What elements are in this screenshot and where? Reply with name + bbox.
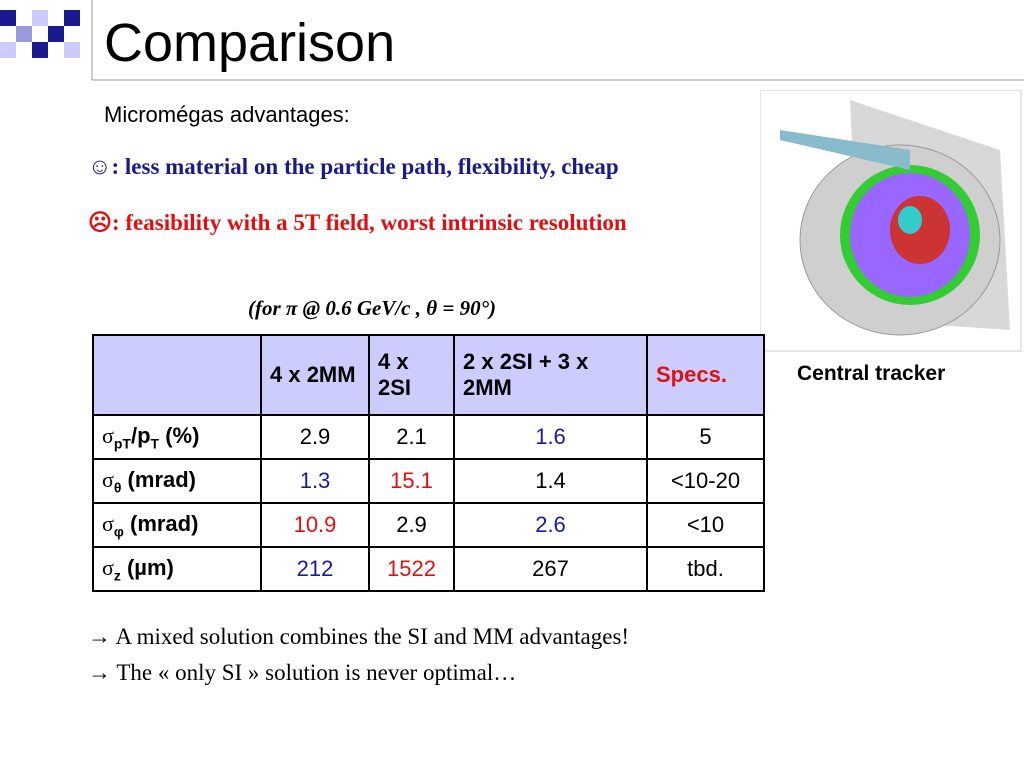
row-label: σpT/pT (%) [92,414,262,460]
table: 4 x 2MM 4 x 2SI 2 x 2SI + 3 x 2MM Specs. σp… [92,334,765,592]
label-part: σ [102,422,114,448]
label-subscript: pT [113,435,131,452]
bullet: ☺: less material on the particle path, f… [88,154,619,180]
table-cell: 1.3 [260,458,370,504]
table-row: σφ (mrad) 10.9 2.9 2.6 <10 [92,502,765,548]
table-row: σz (µm) 212 1522 267 tbd. [92,546,765,592]
image-caption: Central tracker [797,362,946,385]
header-cell: 4 x 2SI [368,334,455,416]
label-part: /p [130,422,151,448]
header-cell: 2 x 2SI + 3 x 2MM [453,334,648,416]
label-part: (mrad) [121,466,196,492]
row-label: σθ (mrad) [92,458,262,504]
label-part: (mrad) [123,510,199,536]
conclusion: → A mixed solution combines the SI and M… [88,624,630,649]
table-cell: 1.6 [453,414,648,460]
table-cell: 1522 [368,546,455,592]
header-cell: Specs. [646,334,765,416]
table-cell: 1.4 [453,458,648,504]
header-cell: 4 x 2MM [260,334,370,416]
table-cell: 2.1 [368,414,455,460]
table-cell: <10 [646,502,765,548]
label-part: σ [102,510,114,536]
bullet-text: : feasibility with a 5T field, worst int… [111,210,627,235]
label-part: (µm) [120,554,174,580]
table-cell: tbd. [646,546,765,592]
header-cell [92,334,262,416]
row-label: σφ (mrad) [92,502,262,548]
label-part: σ [102,466,114,492]
icon: ☺ [88,154,112,179]
decor [0,0,1024,81]
table-cell: 5 [646,414,765,460]
icon: ☹ [88,210,112,235]
table-cell: 15.1 [368,458,455,504]
table-cell: 212 [260,546,370,592]
row-label: σz (µm) [92,546,262,592]
label-subscript: T [150,435,160,452]
table-cell: 2.6 [453,502,648,548]
conclusion: → The « only SI » solution is never opti… [88,660,517,685]
label-part: σ [102,554,114,580]
bullet-text: : less material on the particle path, fl… [111,154,619,179]
label-subscript: θ [113,479,122,496]
table-cell: 2.9 [368,502,455,548]
table-cell: <10-20 [646,458,765,504]
table-cell: 2.9 [260,414,370,460]
table-row: σpT/pT (%) 2.9 2.1 1.6 5 [92,414,765,460]
table-row: σθ (mrad) 1.3 15.1 1.4 <10-20 [92,458,765,504]
subtitle: Micromégas advantages: [104,102,350,127]
label-subscript: z [113,567,121,584]
label-subscript: φ [113,523,124,540]
detector-image [760,90,1022,352]
bullet: ☹: feasibility with a 5T field, worst in… [88,210,627,236]
title: Comparison [104,13,396,73]
table-cell: 10.9 [260,502,370,548]
label-part: (%) [159,422,200,448]
table-cell: 267 [453,546,648,592]
note: (for π @ 0.6 GeV/c , θ = 90°) [248,296,497,320]
